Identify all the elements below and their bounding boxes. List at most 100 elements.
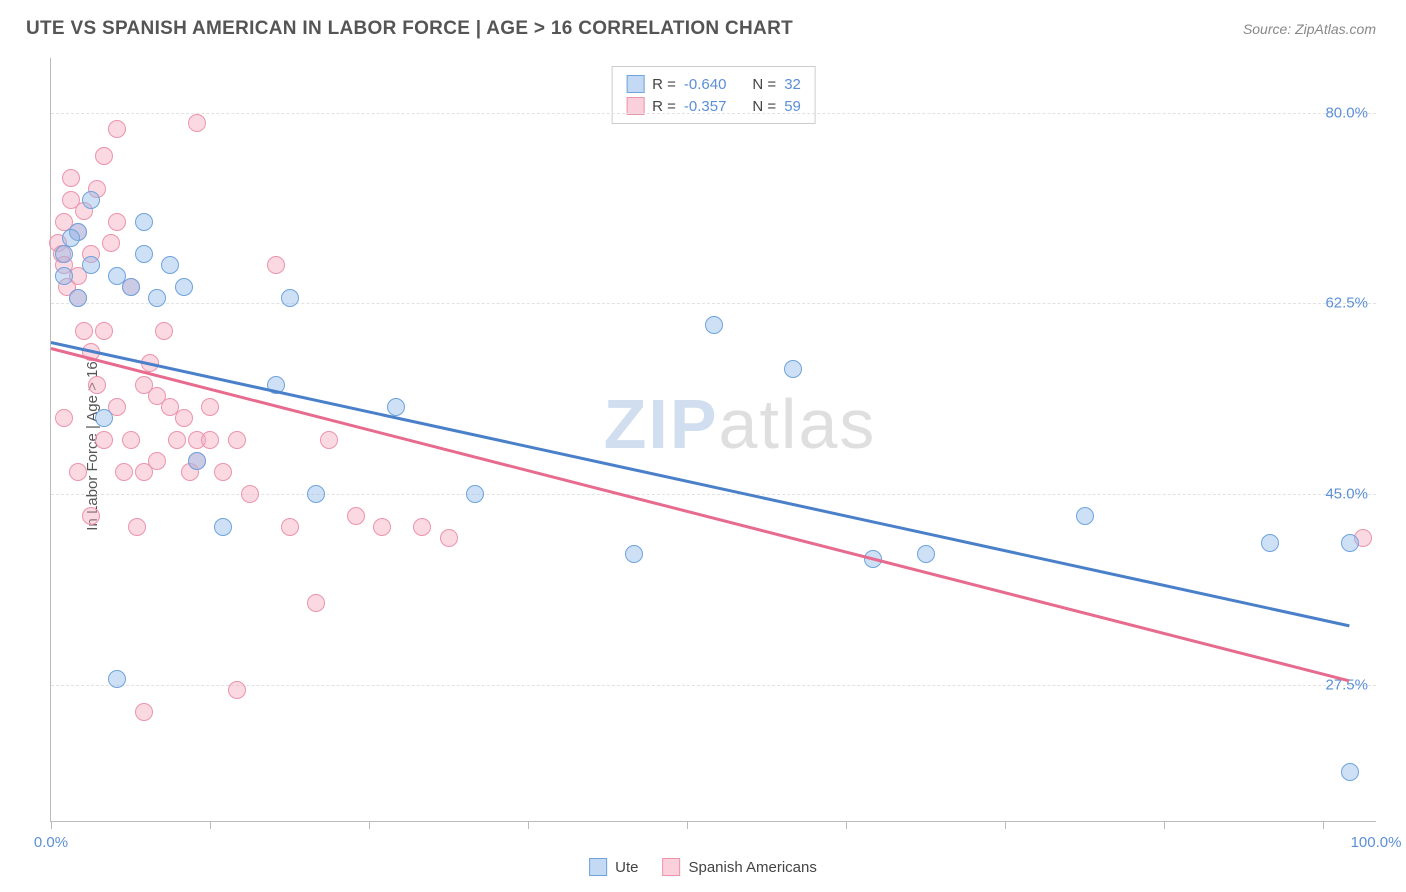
data-point — [128, 518, 146, 536]
xtick — [1164, 821, 1165, 829]
data-point — [1076, 507, 1094, 525]
data-point — [115, 463, 133, 481]
data-point — [307, 594, 325, 612]
data-point — [214, 463, 232, 481]
data-point — [69, 289, 87, 307]
stat-r-ute: -0.640 — [684, 76, 727, 93]
data-point — [69, 463, 87, 481]
data-point — [102, 234, 120, 252]
watermark-part2: atlas — [719, 385, 877, 463]
data-point — [175, 278, 193, 296]
data-point — [201, 431, 219, 449]
chart-header: UTE VS SPANISH AMERICAN IN LABOR FORCE |… — [0, 0, 1406, 50]
data-point — [148, 452, 166, 470]
watermark: ZIPatlas — [604, 384, 877, 464]
stats-row-ute: R = -0.640 N = 32 — [626, 73, 801, 95]
data-point — [917, 545, 935, 563]
data-point — [1341, 763, 1359, 781]
data-point — [387, 398, 405, 416]
data-point — [122, 431, 140, 449]
source-attribution: Source: ZipAtlas.com — [1243, 21, 1376, 37]
xtick — [210, 821, 211, 829]
data-point — [82, 256, 100, 274]
data-point — [413, 518, 431, 536]
legend-label-spanish: Spanish Americans — [688, 859, 816, 876]
data-point — [108, 213, 126, 231]
data-point — [135, 703, 153, 721]
xtick-label-max: 100.0% — [1351, 834, 1402, 851]
data-point — [88, 376, 106, 394]
legend-swatch-spanish — [662, 858, 680, 876]
data-point — [108, 670, 126, 688]
legend-item-spanish: Spanish Americans — [662, 858, 816, 876]
swatch-ute — [626, 75, 644, 93]
data-point — [188, 114, 206, 132]
data-point — [95, 409, 113, 427]
data-point — [281, 289, 299, 307]
gridline — [51, 685, 1376, 686]
ytick-label: 80.0% — [1325, 104, 1368, 121]
xtick-label-min: 0.0% — [34, 834, 68, 851]
chart-title: UTE VS SPANISH AMERICAN IN LABOR FORCE |… — [26, 18, 793, 40]
data-point — [55, 409, 73, 427]
watermark-part1: ZIP — [604, 385, 719, 463]
scatter-chart: ZIPatlas R = -0.640 N = 32 R = -0.357 N … — [50, 58, 1376, 822]
data-point — [373, 518, 391, 536]
gridline — [51, 303, 1376, 304]
stat-n-ute: 32 — [784, 76, 801, 93]
data-point — [241, 485, 259, 503]
data-point — [55, 245, 73, 263]
legend: Ute Spanish Americans — [589, 858, 817, 876]
ytick-label: 45.0% — [1325, 486, 1368, 503]
ytick-label: 62.5% — [1325, 295, 1368, 312]
legend-item-ute: Ute — [589, 858, 638, 876]
data-point — [148, 289, 166, 307]
correlation-stats-box: R = -0.640 N = 32 R = -0.357 N = 59 — [611, 66, 816, 124]
data-point — [161, 256, 179, 274]
data-point — [95, 147, 113, 165]
data-point — [1261, 534, 1279, 552]
xtick — [687, 821, 688, 829]
legend-label-ute: Ute — [615, 859, 638, 876]
data-point — [122, 278, 140, 296]
xtick — [1005, 821, 1006, 829]
data-point — [201, 398, 219, 416]
data-point — [75, 322, 93, 340]
data-point — [784, 360, 802, 378]
data-point — [228, 681, 246, 699]
data-point — [168, 431, 186, 449]
data-point — [705, 316, 723, 334]
xtick — [369, 821, 370, 829]
stat-label-r: R = — [652, 76, 676, 93]
data-point — [155, 322, 173, 340]
data-point — [62, 229, 80, 247]
data-point — [347, 507, 365, 525]
data-point — [214, 518, 232, 536]
trend-line — [51, 341, 1350, 627]
legend-swatch-ute — [589, 858, 607, 876]
data-point — [320, 431, 338, 449]
data-point — [95, 431, 113, 449]
data-point — [267, 256, 285, 274]
data-point — [55, 267, 73, 285]
xtick — [51, 821, 52, 829]
data-point — [175, 409, 193, 427]
gridline — [51, 113, 1376, 114]
xtick — [846, 821, 847, 829]
data-point — [228, 431, 246, 449]
data-point — [1341, 534, 1359, 552]
stat-label-n: N = — [752, 76, 776, 93]
trend-line — [51, 347, 1350, 682]
data-point — [466, 485, 484, 503]
data-point — [95, 322, 113, 340]
data-point — [625, 545, 643, 563]
xtick — [528, 821, 529, 829]
data-point — [440, 529, 458, 547]
data-point — [108, 120, 126, 138]
data-point — [281, 518, 299, 536]
xtick — [1323, 821, 1324, 829]
stats-row-spanish: R = -0.357 N = 59 — [626, 95, 801, 117]
data-point — [307, 485, 325, 503]
data-point — [188, 452, 206, 470]
data-point — [135, 245, 153, 263]
